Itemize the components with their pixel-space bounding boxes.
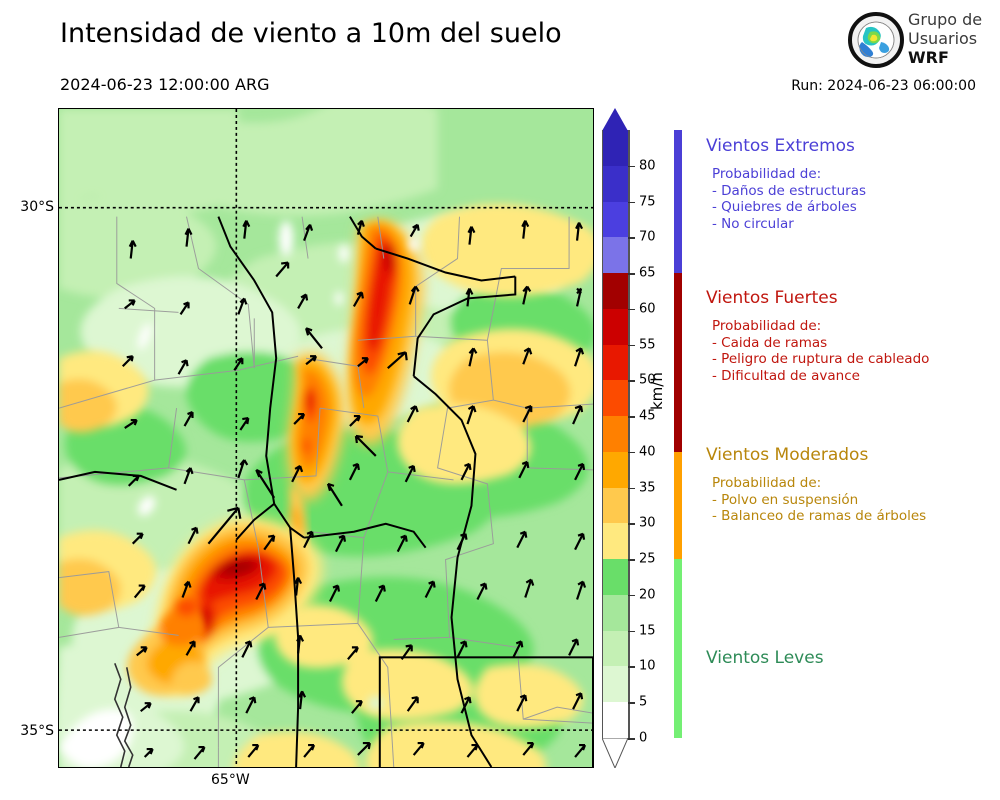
colorbar-segment: [603, 308, 629, 345]
colorbar-tick: [628, 487, 635, 490]
colorbar-segment: [603, 559, 629, 595]
colorbar-unit-label: km/h: [648, 372, 666, 410]
colorbar-tick: [628, 308, 635, 311]
legend-panel: Vientos Extremos Probabilidad de: - Daños …: [700, 108, 996, 768]
lat-label-35s: 35°S: [20, 723, 54, 739]
colorbar-tick: [628, 237, 635, 239]
legend-title-moderados: Vientos Moderados: [706, 445, 869, 465]
category-segment-fuertes: [674, 273, 682, 452]
colorbar-segment: [603, 630, 629, 667]
legend-detail-moderados: Probabilidad de: - Polvo en suspensión - B…: [706, 475, 996, 525]
colorbar-tick: [628, 416, 635, 418]
legend-title-fuertes: Vientos Fuertes: [706, 288, 838, 308]
wind-field-raster: [59, 109, 593, 767]
colorbar-under-arrow: [602, 738, 628, 768]
colorbar-tick-label: 30: [639, 515, 656, 531]
colorbar-segment: [603, 523, 629, 560]
colorbar-segment: [603, 666, 629, 703]
legend-detail-line: - Daños de estructuras: [712, 182, 867, 199]
colorbar-tick: [628, 201, 635, 204]
colorbar-tick: [628, 523, 635, 525]
colorbar-segment: [603, 237, 629, 274]
lat-label-30s: 30°S: [20, 199, 54, 215]
legend-detail-line: - No circular: [712, 215, 794, 232]
colorbar-segment: [603, 380, 629, 417]
colorbar-tick-label: 0: [639, 730, 648, 746]
colorbar-tick-label: 35: [639, 480, 656, 496]
colorbar-tick-label: 45: [639, 408, 656, 424]
colorbar-over-arrow: [602, 108, 628, 131]
legend-detail-line: Probabilidad de:: [712, 475, 822, 491]
colorbar-axis: [628, 130, 630, 738]
run-time-label: Run: 2024-06-23 06:00:00: [791, 78, 976, 94]
colorbar-tick-label: 80: [639, 158, 656, 174]
colorbar-segment: [603, 702, 629, 738]
colorbar-tick: [628, 702, 635, 704]
page-title: Intensidad de viento a 10m del suelo: [60, 18, 562, 49]
colorbar-tick-label: 55: [639, 337, 656, 353]
colorbar-tick: [628, 666, 635, 668]
colorbar-tick-label: 5: [639, 694, 648, 710]
lon-label-65w: 65°W: [211, 772, 250, 788]
colorbar-segment: [603, 344, 629, 381]
logo: Grupo de Usuarios WRF: [848, 10, 996, 72]
legend-detail-line: Probabilidad de:: [712, 166, 822, 182]
colorbar-segment: [603, 487, 629, 524]
colorbar-tick: [628, 451, 635, 454]
legend-detail-line: - Dificultad de avance: [712, 367, 860, 384]
colorbar-segment: [603, 416, 629, 452]
legend-title-extremos: Vientos Extremos: [706, 136, 855, 156]
legend-detail-fuertes: Probabilidad de: - Caida de ramas - Peligr…: [706, 318, 996, 384]
colorbar-segment: [603, 594, 629, 631]
colorbar-gradient: [602, 130, 629, 738]
colorbar-tick: [628, 738, 635, 740]
legend-detail-line: - Peligro de ruptura de cableado: [712, 351, 930, 367]
legend-detail-line: - Quiebres de árboles: [712, 199, 857, 215]
colorbar-segment: [603, 273, 629, 309]
colorbar-tick-label: 65: [639, 265, 656, 281]
colorbar[interactable]: 0 5 10 15 20 25 30 35 40 45 50 55 60 65 70 75 80: [602, 108, 684, 768]
colorbar-tick-label: 15: [639, 623, 656, 639]
colorbar-segment: [603, 130, 629, 166]
colorbar-tick: [628, 630, 635, 633]
colorbar-segment: [603, 165, 629, 202]
colorbar-tick: [628, 559, 635, 561]
legend-detail-line: Probabilidad de:: [712, 318, 822, 334]
colorbar-tick-label: 40: [639, 444, 656, 460]
category-color-bar: [674, 108, 682, 763]
legend-group-extremos: Vientos Extremos Probabilidad de: - Daños …: [706, 136, 996, 232]
globe-emblem-icon: [848, 12, 904, 68]
colorbar-tick-label: 60: [639, 301, 656, 317]
legend-detail-line: - Polvo en suspensión: [712, 491, 859, 508]
logo-text: Grupo de Usuarios WRF: [908, 10, 982, 67]
colorbar-tick-label: 20: [639, 587, 656, 603]
colorbar-tick-label: 25: [639, 551, 656, 567]
legend-group-fuertes: Vientos Fuertes Probabilidad de: - Caida d…: [706, 288, 996, 384]
legend-group-moderados: Vientos Moderados Probabilidad de: - Polvo…: [706, 445, 996, 525]
logo-line-3: WRF: [908, 48, 949, 67]
colorbar-tick-label: 10: [639, 658, 656, 674]
logo-line-2: Usuarios: [908, 29, 978, 48]
logo-line-1: Grupo de: [908, 10, 983, 29]
colorbar-segment: [603, 201, 629, 238]
category-segment-leves: [674, 559, 682, 738]
category-segment-extremos: [674, 130, 682, 274]
colorbar-tick: [628, 594, 635, 597]
colorbar-tick-label: 70: [639, 229, 656, 245]
legend-detail-line: - Balanceo de ramas de árboles: [712, 508, 927, 524]
colorbar-tick: [628, 273, 635, 275]
colorbar-tick: [628, 380, 635, 382]
colorbar-tick: [628, 165, 635, 168]
category-segment-moderados: [674, 451, 682, 560]
valid-time-label: 2024-06-23 12:00:00 ARG: [60, 75, 270, 94]
colorbar-tick: [628, 344, 635, 347]
colorbar-tick-label: 75: [639, 194, 656, 210]
legend-group-leves: Vientos Leves: [706, 648, 996, 678]
colorbar-segment: [603, 451, 629, 488]
legend-title-leves: Vientos Leves: [706, 648, 824, 668]
legend-detail-extremos: Probabilidad de: - Daños de estructuras - …: [706, 166, 996, 232]
wind-speed-map[interactable]: [58, 108, 594, 768]
legend-detail-line: - Caida de ramas: [712, 334, 828, 351]
colorbar-tick-label: 50: [639, 372, 656, 388]
